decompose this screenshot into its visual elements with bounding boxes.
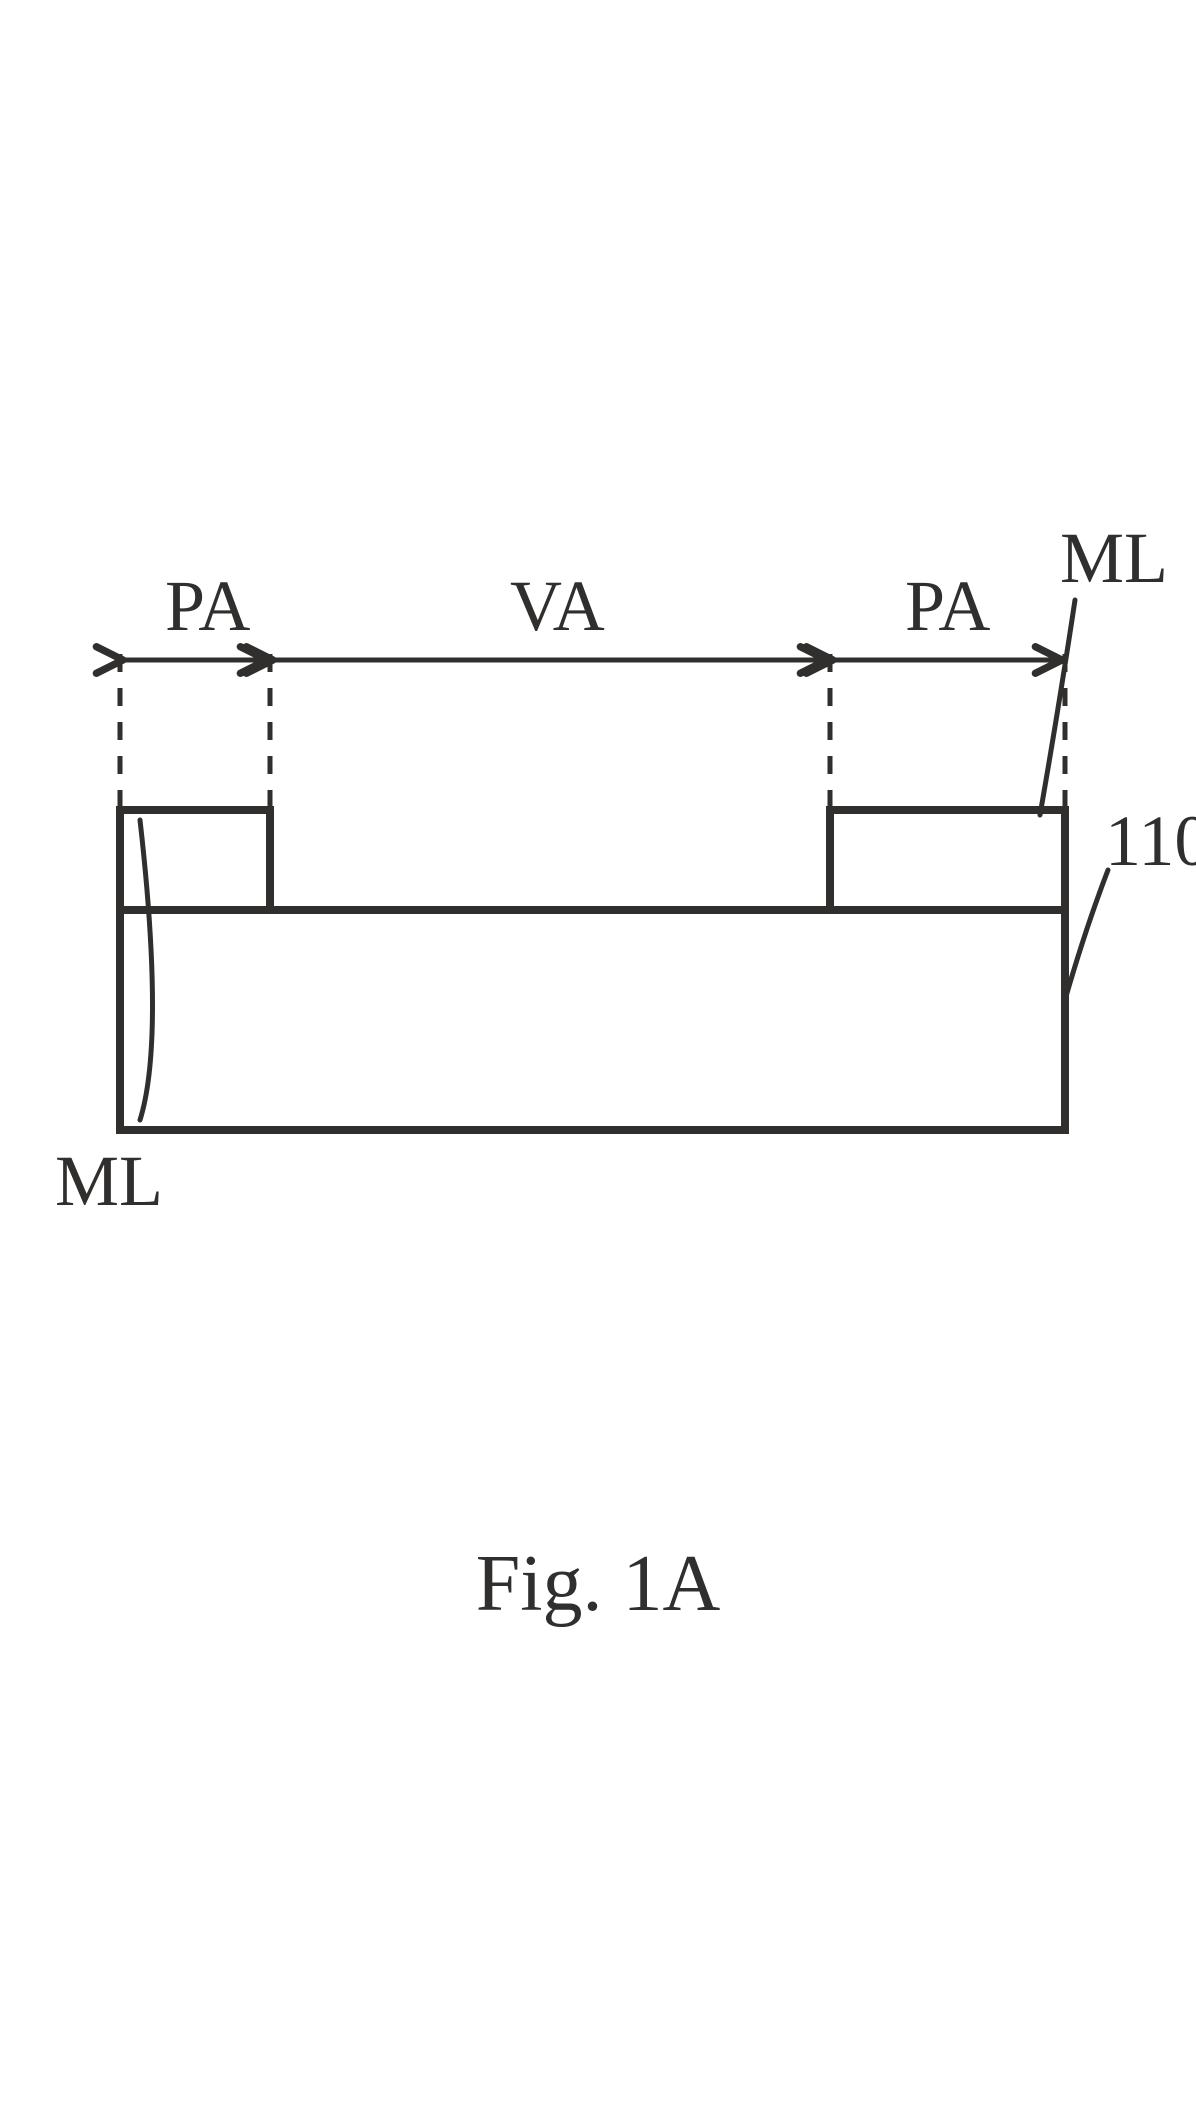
figure-caption: Fig. 1A xyxy=(476,1540,721,1628)
label-pa-right: PA xyxy=(905,566,990,646)
leader-ml-right xyxy=(1040,600,1075,815)
leader-110 xyxy=(1065,870,1108,1000)
label-ml-right: ML xyxy=(1060,518,1168,598)
label-ml-left: ML xyxy=(55,1141,163,1221)
figure-1a: PA VA PA ML ML 110 Fig. 1A xyxy=(0,0,1196,2106)
label-va: VA xyxy=(510,566,605,646)
label-110: 110 xyxy=(1105,801,1196,881)
leader-ml-left xyxy=(140,820,153,1120)
label-pa-left: PA xyxy=(165,566,250,646)
substrate-110 xyxy=(120,910,1065,1130)
ml-right-block xyxy=(830,810,1065,910)
